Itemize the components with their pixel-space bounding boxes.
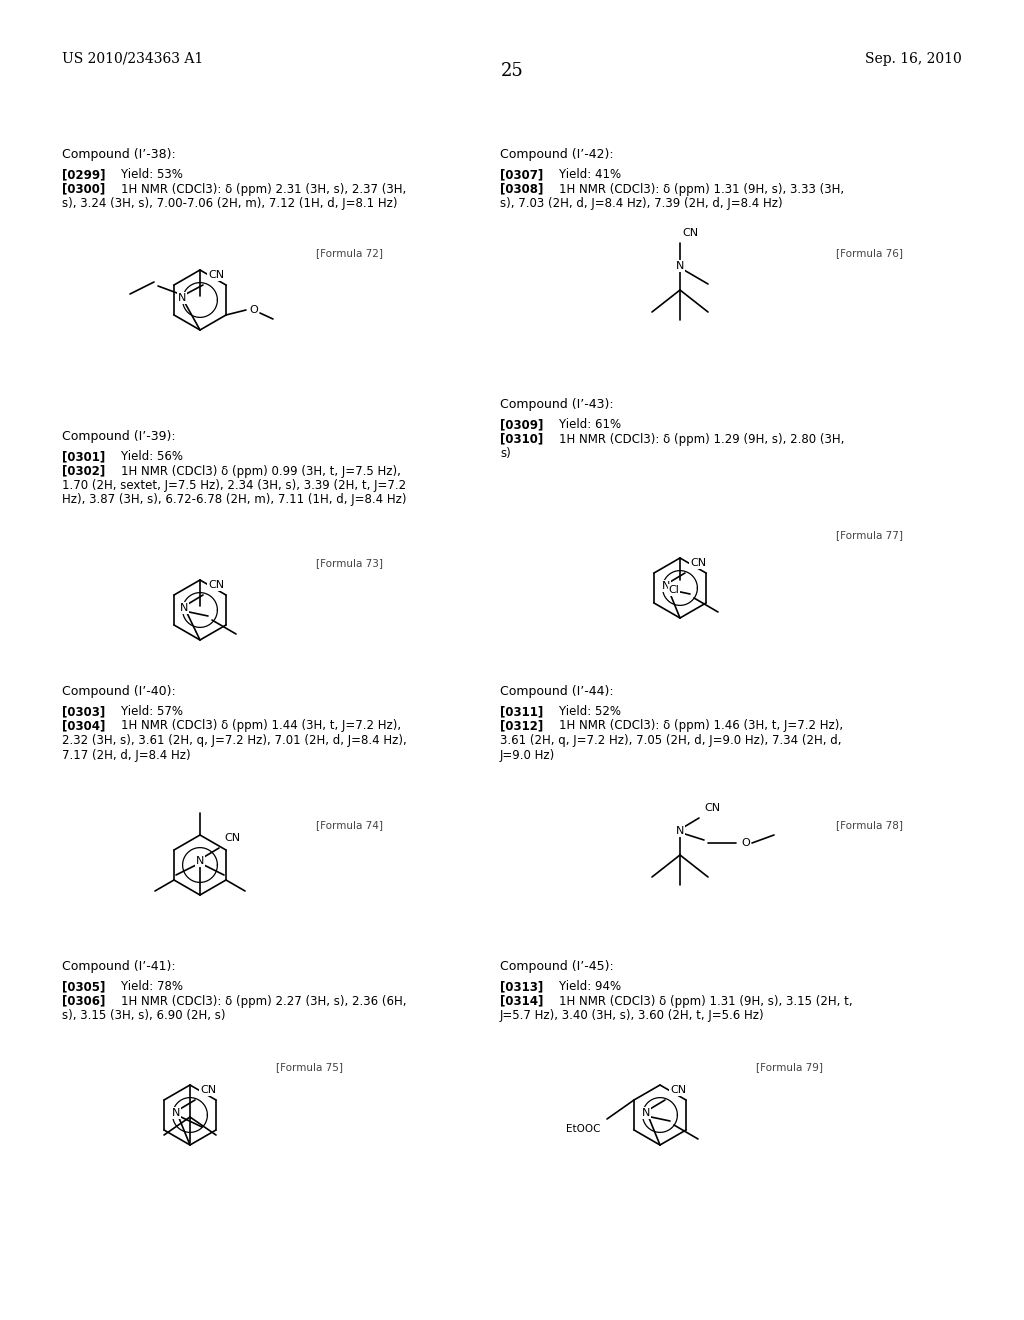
Text: [0308]: [0308] [500, 182, 544, 195]
Text: 1H NMR (CDCl3): δ (ppm) 2.27 (3H, s), 2.36 (6H,: 1H NMR (CDCl3): δ (ppm) 2.27 (3H, s), 2.… [106, 994, 407, 1007]
Text: s), 3.24 (3H, s), 7.00-7.06 (2H, m), 7.12 (1H, d, J=8.1 Hz): s), 3.24 (3H, s), 7.00-7.06 (2H, m), 7.1… [62, 197, 397, 210]
Text: [0303]: [0303] [62, 705, 105, 718]
Text: N: N [662, 581, 670, 591]
Text: CN: CN [224, 833, 240, 843]
Text: [Formula 79]: [Formula 79] [757, 1063, 823, 1072]
Text: [0311]: [0311] [500, 705, 544, 718]
Text: 1.70 (2H, sextet, J=7.5 Hz), 2.34 (3H, s), 3.39 (2H, t, J=7.2: 1.70 (2H, sextet, J=7.5 Hz), 2.34 (3H, s… [62, 479, 407, 492]
Text: Cl: Cl [669, 585, 680, 595]
Text: Hz), 3.87 (3H, s), 6.72-6.78 (2H, m), 7.11 (1H, d, J=8.4 Hz): Hz), 3.87 (3H, s), 6.72-6.78 (2H, m), 7.… [62, 494, 407, 507]
Text: s): s) [500, 447, 511, 459]
Text: [Formula 75]: [Formula 75] [276, 1063, 343, 1072]
Text: [0301]: [0301] [62, 450, 105, 463]
Text: N: N [196, 855, 204, 866]
Text: N: N [172, 1107, 180, 1118]
Text: N: N [642, 1107, 650, 1118]
Text: CN: CN [200, 1085, 216, 1096]
Text: 1H NMR (CDCl3): δ (ppm) 2.31 (3H, s), 2.37 (3H,: 1H NMR (CDCl3): δ (ppm) 2.31 (3H, s), 2.… [106, 182, 407, 195]
Text: Sep. 16, 2010: Sep. 16, 2010 [865, 51, 962, 66]
Text: CN: CN [690, 558, 707, 568]
Text: Yield: 61%: Yield: 61% [544, 418, 622, 432]
Text: [0302]: [0302] [62, 465, 105, 478]
Text: N: N [178, 293, 186, 304]
Text: 1H NMR (CDCl3) δ (ppm) 0.99 (3H, t, J=7.5 Hz),: 1H NMR (CDCl3) δ (ppm) 0.99 (3H, t, J=7.… [106, 465, 400, 478]
Text: J=9.0 Hz): J=9.0 Hz) [500, 748, 555, 762]
Text: 1H NMR (CDCl3): δ (ppm) 1.46 (3H, t, J=7.2 Hz),: 1H NMR (CDCl3): δ (ppm) 1.46 (3H, t, J=7… [544, 719, 843, 733]
Text: 25: 25 [501, 62, 523, 81]
Text: Yield: 57%: Yield: 57% [106, 705, 183, 718]
Text: CN: CN [208, 271, 224, 280]
Text: EtOOC: EtOOC [565, 1125, 600, 1134]
Text: [Formula 72]: [Formula 72] [316, 248, 384, 257]
Text: Compound (I’-43):: Compound (I’-43): [500, 399, 613, 411]
Text: Compound (I’-42):: Compound (I’-42): [500, 148, 613, 161]
Text: CN: CN [208, 579, 224, 590]
Text: Compound (I’-44):: Compound (I’-44): [500, 685, 613, 698]
Text: 3.61 (2H, q, J=7.2 Hz), 7.05 (2H, d, J=9.0 Hz), 7.34 (2H, d,: 3.61 (2H, q, J=7.2 Hz), 7.05 (2H, d, J=9… [500, 734, 842, 747]
Text: [0310]: [0310] [500, 433, 544, 446]
Text: US 2010/234363 A1: US 2010/234363 A1 [62, 51, 203, 66]
Text: Compound (I’-41):: Compound (I’-41): [62, 960, 176, 973]
Text: 1H NMR (CDCl3): δ (ppm) 1.29 (9H, s), 2.80 (3H,: 1H NMR (CDCl3): δ (ppm) 1.29 (9H, s), 2.… [544, 433, 845, 446]
Text: Compound (I’-38):: Compound (I’-38): [62, 148, 176, 161]
Text: CN: CN [682, 228, 698, 238]
Text: Yield: 53%: Yield: 53% [106, 168, 183, 181]
Text: Yield: 94%: Yield: 94% [544, 979, 622, 993]
Text: [0305]: [0305] [62, 979, 105, 993]
Text: [0300]: [0300] [62, 182, 105, 195]
Text: N: N [180, 603, 188, 612]
Text: [0309]: [0309] [500, 418, 544, 432]
Text: O: O [250, 305, 258, 315]
Text: s), 7.03 (2H, d, J=8.4 Hz), 7.39 (2H, d, J=8.4 Hz): s), 7.03 (2H, d, J=8.4 Hz), 7.39 (2H, d,… [500, 197, 782, 210]
Text: O: O [741, 838, 751, 847]
Text: [0306]: [0306] [62, 994, 105, 1007]
Text: Yield: 78%: Yield: 78% [106, 979, 183, 993]
Text: [0299]: [0299] [62, 168, 105, 181]
Text: N: N [676, 826, 684, 836]
Text: Compound (I’-39):: Compound (I’-39): [62, 430, 176, 444]
Text: [0314]: [0314] [500, 994, 544, 1007]
Text: 1H NMR (CDCl3) δ (ppm) 1.44 (3H, t, J=7.2 Hz),: 1H NMR (CDCl3) δ (ppm) 1.44 (3H, t, J=7.… [106, 719, 401, 733]
Text: [Formula 77]: [Formula 77] [837, 531, 903, 540]
Text: [0312]: [0312] [500, 719, 544, 733]
Text: [Formula 73]: [Formula 73] [316, 558, 384, 568]
Text: CN: CN [670, 1085, 686, 1096]
Text: Compound (I’-40):: Compound (I’-40): [62, 685, 176, 698]
Text: 7.17 (2H, d, J=8.4 Hz): 7.17 (2H, d, J=8.4 Hz) [62, 748, 190, 762]
Text: Yield: 41%: Yield: 41% [544, 168, 622, 181]
Text: [Formula 76]: [Formula 76] [837, 248, 903, 257]
Text: [0307]: [0307] [500, 168, 544, 181]
Text: 2.32 (3H, s), 3.61 (2H, q, J=7.2 Hz), 7.01 (2H, d, J=8.4 Hz),: 2.32 (3H, s), 3.61 (2H, q, J=7.2 Hz), 7.… [62, 734, 407, 747]
Text: 1H NMR (CDCl3): δ (ppm) 1.31 (9H, s), 3.33 (3H,: 1H NMR (CDCl3): δ (ppm) 1.31 (9H, s), 3.… [544, 182, 844, 195]
Text: N: N [676, 261, 684, 271]
Text: CN: CN [703, 803, 720, 813]
Text: s), 3.15 (3H, s), 6.90 (2H, s): s), 3.15 (3H, s), 6.90 (2H, s) [62, 1008, 225, 1022]
Text: Compound (I’-45):: Compound (I’-45): [500, 960, 613, 973]
Text: [Formula 74]: [Formula 74] [316, 820, 384, 830]
Text: [Formula 78]: [Formula 78] [837, 820, 903, 830]
Text: Yield: 52%: Yield: 52% [544, 705, 621, 718]
Text: 1H NMR (CDCl3) δ (ppm) 1.31 (9H, s), 3.15 (2H, t,: 1H NMR (CDCl3) δ (ppm) 1.31 (9H, s), 3.1… [544, 994, 853, 1007]
Text: [0304]: [0304] [62, 719, 105, 733]
Text: J=5.7 Hz), 3.40 (3H, s), 3.60 (2H, t, J=5.6 Hz): J=5.7 Hz), 3.40 (3H, s), 3.60 (2H, t, J=… [500, 1008, 765, 1022]
Text: Yield: 56%: Yield: 56% [106, 450, 183, 463]
Text: [0313]: [0313] [500, 979, 544, 993]
